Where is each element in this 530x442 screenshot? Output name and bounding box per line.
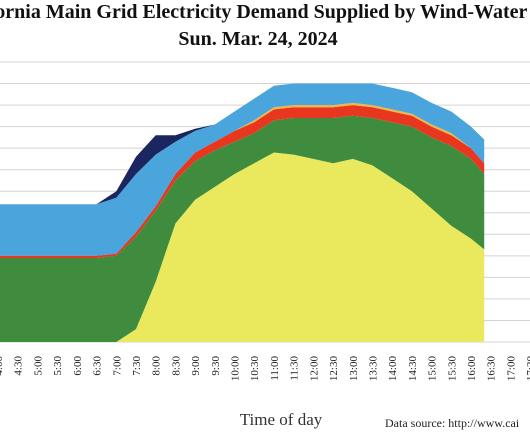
x-tick-label: 10:30 bbox=[249, 356, 261, 382]
x-tick-label: 13:00 bbox=[348, 356, 360, 382]
x-tick-label: 17:00 bbox=[505, 356, 517, 382]
x-tick-label: 5:30 bbox=[52, 356, 64, 376]
x-tick-label: 12:30 bbox=[328, 356, 340, 382]
x-tick-label: 8:00 bbox=[151, 356, 163, 376]
x-tick-label: 7:30 bbox=[131, 356, 143, 376]
x-axis-label: Time of day bbox=[240, 410, 323, 429]
x-tick-label: 11:00 bbox=[269, 356, 281, 381]
x-tick-label: 7:00 bbox=[111, 356, 123, 376]
x-tick-label: 6:30 bbox=[92, 356, 104, 376]
x-tick-label: 4:30 bbox=[13, 356, 25, 376]
x-tick-label: 16:00 bbox=[466, 356, 478, 382]
area-series-2 bbox=[0, 115, 485, 342]
x-tick-label: 9:00 bbox=[190, 356, 202, 376]
x-tick-label: 15:00 bbox=[427, 356, 439, 382]
x-tick-label: 15:30 bbox=[446, 356, 458, 382]
chart-title: fornia Main Grid Electricity Demand Supp… bbox=[0, 1, 527, 23]
x-tick-labels: 4:00 4:30 5:00 5:30 6:00 6:30 7:00 7:30 8:00 8:30… bbox=[0, 356, 530, 382]
x-tick-label: 17:30 bbox=[525, 356, 530, 382]
source-note: Data source: http://www.cai bbox=[385, 416, 520, 430]
x-tick-label: 11:30 bbox=[289, 356, 301, 381]
x-tick-label: 4:00 bbox=[0, 356, 5, 376]
x-tick-label: 6:00 bbox=[72, 356, 84, 376]
x-tick-label: 16:30 bbox=[486, 356, 498, 382]
area-series-3 bbox=[0, 105, 485, 258]
chart-subtitle: Sun. Mar. 24, 2024 bbox=[178, 28, 337, 50]
area-series-1 bbox=[0, 152, 485, 342]
x-tick-label: 9:30 bbox=[210, 356, 222, 376]
x-tick-label: 14:30 bbox=[407, 356, 419, 382]
x-tick-label: 8:30 bbox=[170, 356, 182, 376]
x-tick-label: 13:30 bbox=[367, 356, 379, 382]
x-tick-label: 10:00 bbox=[230, 356, 242, 382]
x-tick-label: 14:00 bbox=[387, 356, 399, 382]
x-tick-label: 5:00 bbox=[32, 356, 44, 376]
x-tick-label: 12:00 bbox=[308, 356, 320, 382]
stacked-areas bbox=[0, 83, 485, 342]
area-series-5 bbox=[0, 83, 485, 256]
